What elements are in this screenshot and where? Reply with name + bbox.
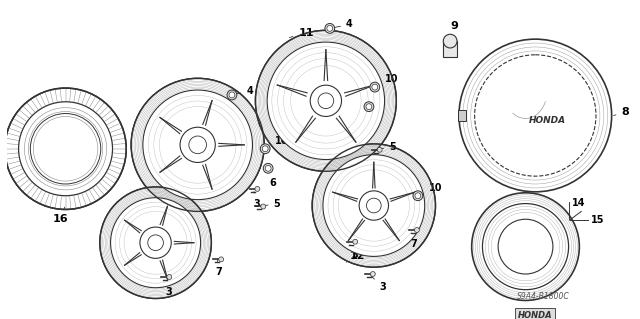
Circle shape	[372, 84, 378, 90]
Circle shape	[148, 235, 163, 250]
Text: 8: 8	[614, 108, 629, 117]
Circle shape	[262, 146, 268, 152]
Circle shape	[312, 144, 435, 267]
Text: 4: 4	[333, 19, 353, 29]
Text: 1: 1	[161, 175, 181, 190]
Circle shape	[444, 34, 457, 48]
Circle shape	[260, 144, 270, 154]
Circle shape	[263, 163, 273, 173]
Circle shape	[318, 93, 333, 109]
Text: S9A4-B1800C: S9A4-B1800C	[517, 293, 570, 301]
Text: 5: 5	[262, 198, 280, 209]
Circle shape	[483, 204, 568, 290]
Circle shape	[325, 24, 335, 33]
Text: 14: 14	[572, 197, 585, 208]
Circle shape	[100, 187, 211, 299]
Text: 3: 3	[352, 244, 358, 260]
Text: 3: 3	[371, 276, 386, 292]
Circle shape	[415, 193, 421, 199]
Text: 2: 2	[126, 264, 142, 274]
Circle shape	[377, 147, 382, 152]
Text: 6: 6	[269, 171, 276, 188]
Circle shape	[459, 39, 612, 192]
Text: 15: 15	[591, 215, 605, 225]
Circle shape	[371, 271, 375, 277]
Circle shape	[366, 104, 372, 110]
Text: 10: 10	[268, 136, 289, 148]
Circle shape	[255, 186, 260, 191]
Text: 16: 16	[53, 207, 68, 224]
Text: 11: 11	[289, 28, 314, 38]
Circle shape	[219, 257, 223, 262]
Text: 5: 5	[378, 142, 396, 152]
Circle shape	[370, 82, 380, 92]
Circle shape	[327, 26, 333, 31]
Text: 6: 6	[369, 107, 378, 124]
Circle shape	[5, 88, 126, 210]
Text: 7: 7	[411, 233, 417, 249]
Text: HONDA: HONDA	[518, 311, 552, 319]
Circle shape	[310, 85, 342, 116]
Circle shape	[260, 204, 266, 209]
Circle shape	[227, 90, 237, 100]
Circle shape	[353, 239, 358, 244]
Circle shape	[111, 198, 200, 288]
Bar	[444, 41, 457, 57]
Text: 3: 3	[165, 280, 172, 297]
Circle shape	[413, 191, 423, 201]
Circle shape	[180, 127, 215, 162]
Text: 10: 10	[420, 183, 442, 195]
Circle shape	[323, 155, 425, 256]
Circle shape	[498, 219, 553, 274]
Circle shape	[140, 227, 172, 258]
Circle shape	[364, 102, 374, 112]
Text: 12: 12	[346, 251, 365, 262]
Text: HONDA: HONDA	[529, 116, 566, 125]
Text: 10: 10	[378, 74, 398, 86]
Circle shape	[472, 193, 579, 300]
Text: 7: 7	[216, 259, 223, 277]
Circle shape	[367, 198, 381, 213]
Circle shape	[265, 165, 271, 171]
Bar	[458, 110, 466, 121]
Text: 9: 9	[450, 21, 458, 46]
Circle shape	[255, 30, 396, 171]
Text: 4: 4	[235, 86, 253, 96]
Circle shape	[229, 92, 235, 98]
Circle shape	[131, 78, 264, 211]
Circle shape	[19, 102, 113, 196]
Circle shape	[267, 42, 385, 160]
Circle shape	[143, 90, 252, 200]
Circle shape	[359, 191, 388, 220]
Circle shape	[167, 275, 172, 279]
Text: 3: 3	[253, 192, 260, 209]
Circle shape	[415, 227, 419, 233]
Circle shape	[189, 136, 207, 154]
